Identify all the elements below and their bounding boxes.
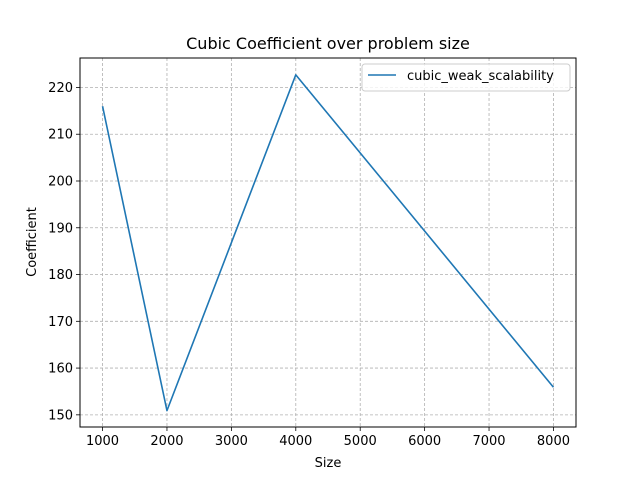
series-line	[101, 74, 555, 412]
y-tick-label: 220	[48, 81, 73, 96]
y-tick-label: 180	[48, 268, 73, 283]
x-tick-label: 6000	[408, 434, 441, 449]
legend-entry-label: cubic_weak_scalability	[407, 69, 554, 84]
x-tick-label: 4000	[279, 434, 312, 449]
x-tick-label: 1000	[86, 434, 119, 449]
series-layer	[101, 74, 555, 412]
x-tick-label: 5000	[344, 434, 377, 449]
y-tick-label: 210	[48, 128, 73, 143]
y-tick-label: 170	[48, 315, 73, 330]
x-tick-label: 3000	[215, 434, 248, 449]
x-tick-label: 7000	[472, 434, 505, 449]
y-tick-label: 200	[48, 175, 73, 190]
x-tick-label: 2000	[150, 434, 183, 449]
axis-ticks: 1000 2000 3000 4000 5000 6000 7000 8000 150 160 17…	[48, 81, 570, 449]
y-tick-label: 150	[48, 408, 73, 423]
legend-box	[361, 63, 571, 92]
legend: cubic_weak_scalability	[361, 63, 571, 92]
y-tick-label: 160	[48, 362, 73, 377]
y-axis-label: Coefficient	[25, 207, 40, 277]
plot-frame	[79, 57, 577, 428]
chart-title: Cubic Coefficient over problem size	[186, 34, 470, 53]
grid-lines	[80, 58, 576, 427]
x-tick-label: 8000	[537, 434, 570, 449]
y-tick-label: 190	[48, 221, 73, 236]
x-axis-label: Size	[315, 456, 342, 471]
